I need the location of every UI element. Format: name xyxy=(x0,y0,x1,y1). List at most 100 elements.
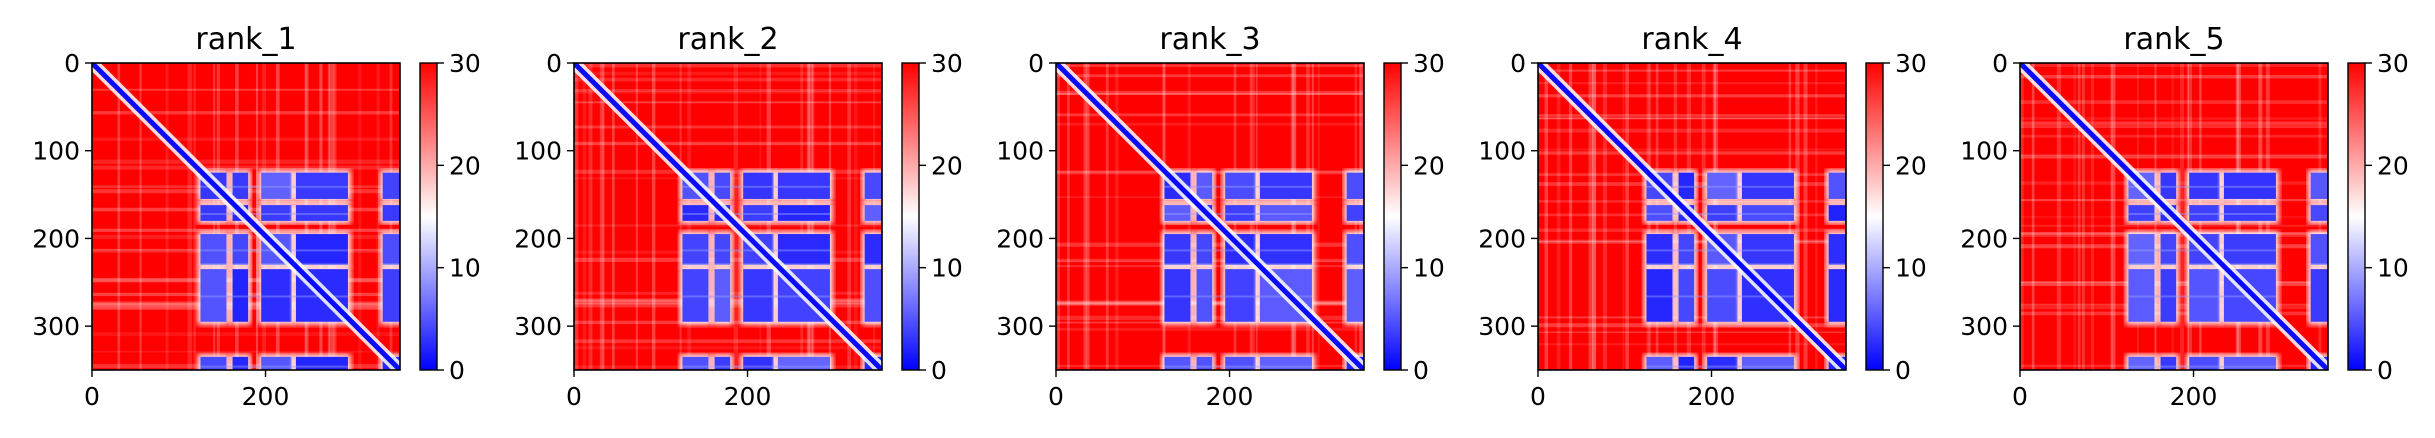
heatmap-image xyxy=(574,63,882,370)
heatmap-streak xyxy=(2020,134,2328,138)
subplot-rank_2: rank_2 0 100 200 300 0 200 0 10 20 30 xyxy=(514,22,963,411)
colorbar-gradient xyxy=(902,63,919,370)
heatmap-streak xyxy=(1115,63,1119,370)
contact-block xyxy=(1741,356,1794,370)
heatmap-streak xyxy=(1803,63,1808,370)
contact-block xyxy=(1196,172,1213,199)
contact-blocks xyxy=(1161,169,1364,370)
heatmap-streak xyxy=(1056,90,1364,95)
contact-block xyxy=(682,205,709,221)
colorbar-gradient xyxy=(1866,63,1883,370)
diagonal-line xyxy=(92,63,400,370)
colorbar-gradient xyxy=(1384,63,1401,370)
contact-block xyxy=(777,205,830,221)
contact-block xyxy=(232,356,249,370)
heatmap-streak xyxy=(1056,113,1364,117)
heatmap-streak xyxy=(1538,128,1846,133)
heatmap-image xyxy=(1056,63,1364,370)
heatmap-streak xyxy=(2020,224,2328,227)
contact-block xyxy=(1646,269,1673,322)
colorbar-tick-label: 20 xyxy=(1895,151,1927,180)
heatmap-streak xyxy=(574,71,882,76)
x-tick-label: 0 xyxy=(1530,382,1546,411)
heatmap-streak xyxy=(1105,63,1109,370)
x-tick-label: 0 xyxy=(1048,382,1064,411)
heatmap-streak xyxy=(187,63,192,370)
y-tick-label: 300 xyxy=(514,312,562,341)
heatmap-streak xyxy=(574,224,882,227)
block-texture xyxy=(200,295,348,298)
diagonal-line xyxy=(1538,63,1846,370)
block-texture xyxy=(200,365,348,368)
contact-block xyxy=(777,172,830,199)
heatmap-streak xyxy=(1056,74,1364,78)
heatmap-streak xyxy=(1538,117,1846,120)
colorbar-frame xyxy=(1865,62,1884,371)
y-tick-label: 300 xyxy=(1478,312,1526,341)
colorbar: 0 10 20 30 xyxy=(1383,49,1445,385)
block-texture xyxy=(1164,365,1312,368)
contact-block xyxy=(2189,269,2220,322)
colorbar-tick-label: 10 xyxy=(2377,254,2409,283)
heatmap-streak xyxy=(601,63,606,370)
contact-block xyxy=(1346,172,1364,199)
heatmap-streak xyxy=(2077,63,2081,370)
colorbar-tick-label: 30 xyxy=(449,49,481,78)
contact-block xyxy=(1225,205,1256,221)
y-tick-label: 100 xyxy=(1478,137,1526,166)
heatmap-streak xyxy=(574,345,882,350)
y-tick-label: 200 xyxy=(1478,224,1526,253)
contact-block xyxy=(261,269,292,322)
y-tick-label: 100 xyxy=(996,137,1044,166)
heatmap-streak xyxy=(92,88,400,91)
heatmap-image xyxy=(2020,63,2328,370)
heatmap-streak xyxy=(117,63,121,370)
subplot-title: rank_3 xyxy=(1159,22,1260,57)
heatmap-streak xyxy=(1538,331,1846,334)
contact-block xyxy=(382,205,400,221)
heatmap-streak xyxy=(1622,63,1625,370)
heatmap-streak xyxy=(1625,63,1630,370)
heatmap-streak xyxy=(1056,93,1364,95)
heatmap-streak xyxy=(1588,63,1593,370)
block-texture xyxy=(1646,295,1794,298)
contact-block xyxy=(1828,269,1846,322)
block-texture xyxy=(1646,212,1794,215)
contact-block xyxy=(2160,234,2177,265)
colorbar-tick-label: 10 xyxy=(1413,254,1445,283)
x-tick-label: 200 xyxy=(1688,382,1736,411)
y-tick-label: 200 xyxy=(1960,224,2008,253)
contact-block xyxy=(1678,172,1695,199)
contact-block xyxy=(682,269,709,322)
heatmap-streak xyxy=(2020,75,2328,79)
heatmap-streak xyxy=(2020,63,2328,67)
plot-frame xyxy=(2019,62,2329,371)
colorbar-tick-label: 20 xyxy=(931,151,963,180)
heatmap-streak xyxy=(92,111,400,115)
contact-block xyxy=(1259,234,1312,265)
heatmap-streak xyxy=(1815,63,1818,370)
contact-block xyxy=(1259,172,1312,199)
contact-block xyxy=(682,356,709,370)
heatmap-streak xyxy=(1538,114,1846,118)
contact-block xyxy=(200,205,227,221)
heatmap-streak xyxy=(358,63,362,370)
contact-block xyxy=(1707,205,1738,221)
colorbar-tick-label: 20 xyxy=(2377,151,2409,180)
colorbar-tick-label: 20 xyxy=(1413,151,1445,180)
plot-frame xyxy=(1055,62,1365,371)
contact-block xyxy=(743,172,774,199)
contact-block xyxy=(261,172,292,199)
contact-block xyxy=(2128,205,2155,221)
block-texture xyxy=(2128,365,2276,368)
y-tick-label: 100 xyxy=(32,137,80,166)
heatmap-streak xyxy=(1538,151,1846,155)
contact-block xyxy=(1646,205,1673,221)
heatmap-streak xyxy=(2020,153,2328,156)
heatmap-streak xyxy=(847,63,852,370)
block-texture xyxy=(2128,295,2276,298)
contact-block xyxy=(1678,356,1695,370)
plot-frame xyxy=(1537,62,1847,371)
colorbar-gradient xyxy=(420,63,437,370)
colorbar-tick-label: 30 xyxy=(931,49,963,78)
